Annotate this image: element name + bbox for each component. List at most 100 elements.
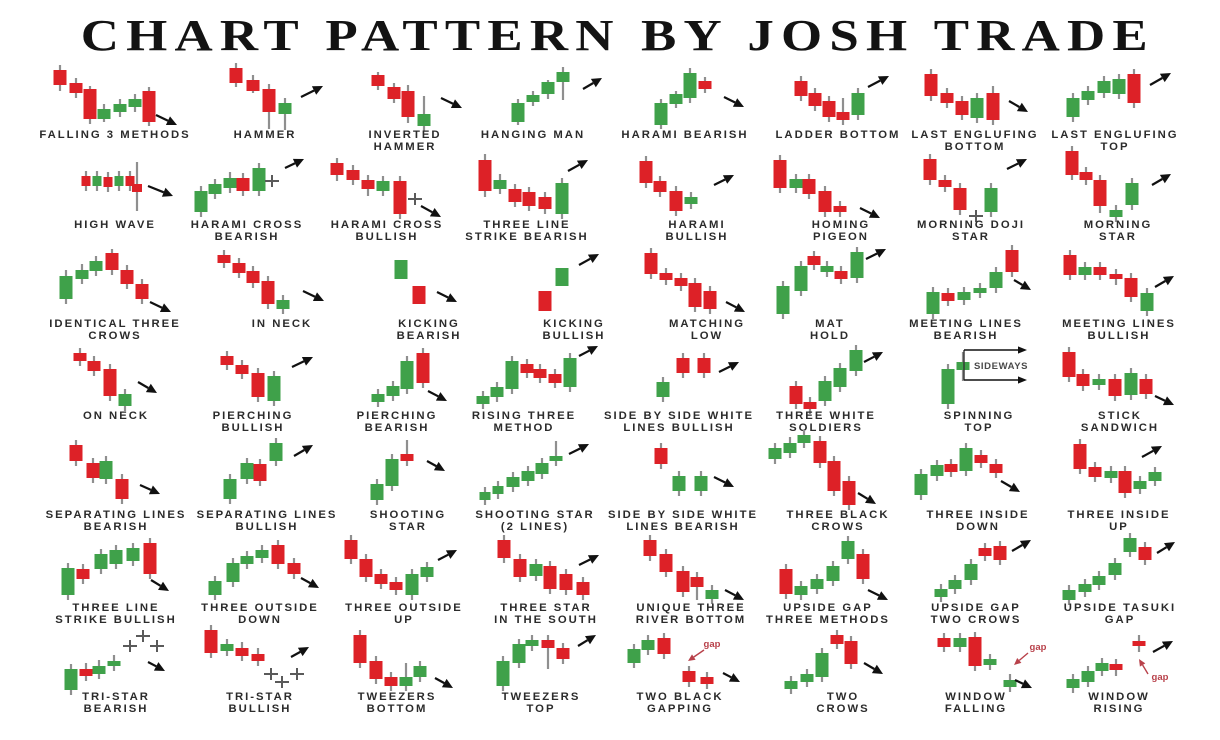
svg-text:UPSIDE GAP: UPSIDE GAP [783, 602, 873, 614]
svg-text:LAST ENGLUFING: LAST ENGLUFING [911, 129, 1038, 141]
svg-text:HAMMER: HAMMER [234, 129, 297, 141]
svg-text:BEARISH: BEARISH [84, 521, 149, 533]
svg-text:UPSIDE GAP: UPSIDE GAP [931, 602, 1021, 614]
svg-text:BOTTOM: BOTTOM [367, 703, 428, 715]
svg-text:TOP: TOP [964, 422, 993, 434]
svg-text:BULLISH: BULLISH [356, 231, 419, 243]
svg-text:LINES BULLISH: LINES BULLISH [623, 422, 734, 434]
svg-text:HARAMI CROSS: HARAMI CROSS [191, 219, 304, 231]
svg-text:LAST ENGLUFING: LAST ENGLUFING [1051, 129, 1178, 141]
svg-text:STICK: STICK [1098, 410, 1142, 422]
svg-text:HARAMI: HARAMI [668, 219, 725, 231]
svg-text:THREE LINE: THREE LINE [483, 219, 570, 231]
svg-text:BULLISH: BULLISH [229, 703, 292, 715]
svg-text:SEPARATING LINES: SEPARATING LINES [46, 509, 187, 521]
svg-text:HAMMER: HAMMER [374, 141, 437, 153]
svg-text:MORNING DOJI: MORNING DOJI [917, 219, 1025, 231]
svg-text:HIGH WAVE: HIGH WAVE [74, 219, 156, 231]
svg-text:SHOOTING STAR: SHOOTING STAR [475, 509, 594, 521]
svg-text:CHART PATTERN BY JOSH TRADE: CHART PATTERN BY JOSH TRADE [81, 11, 1155, 60]
svg-text:CROWS: CROWS [88, 330, 141, 342]
svg-text:SEPARATING LINES: SEPARATING LINES [197, 509, 338, 521]
svg-text:THREE OUTSIDE: THREE OUTSIDE [345, 602, 463, 614]
svg-text:DOWN: DOWN [238, 614, 282, 626]
svg-text:ON NECK: ON NECK [83, 410, 149, 422]
svg-text:STAR: STAR [952, 231, 990, 243]
svg-text:MORNING: MORNING [1084, 219, 1153, 231]
svg-text:BEARISH: BEARISH [365, 422, 430, 434]
svg-text:MEETING LINES: MEETING LINES [1062, 318, 1176, 330]
svg-text:BEARISH: BEARISH [397, 330, 462, 342]
svg-text:UNIQUE THREE: UNIQUE THREE [636, 602, 745, 614]
svg-text:gap: gap [1152, 672, 1169, 683]
svg-text:PIERCHING: PIERCHING [357, 410, 438, 422]
svg-text:TWEEZERS: TWEEZERS [502, 691, 581, 703]
svg-text:SIDE BY SIDE WHITE: SIDE BY SIDE WHITE [604, 410, 754, 422]
svg-text:HARAMI CROSS: HARAMI CROSS [331, 219, 444, 231]
svg-text:MATCHING: MATCHING [669, 318, 745, 330]
svg-text:BOTTOM: BOTTOM [945, 141, 1006, 153]
svg-text:MEETING LINES: MEETING LINES [909, 318, 1023, 330]
svg-text:BULLISH: BULLISH [543, 330, 606, 342]
svg-text:THREE INSIDE: THREE INSIDE [926, 509, 1029, 521]
svg-text:LINES BEARISH: LINES BEARISH [626, 521, 739, 533]
svg-text:MAT: MAT [815, 318, 845, 330]
svg-text:LADDER BOTTOM: LADDER BOTTOM [776, 129, 901, 141]
svg-text:gap: gap [1030, 642, 1047, 653]
svg-text:IN NECK: IN NECK [252, 318, 312, 330]
svg-text:WINDOW: WINDOW [1088, 691, 1150, 703]
svg-text:RISING THREE: RISING THREE [472, 410, 576, 422]
svg-text:BULLISH: BULLISH [666, 231, 729, 243]
svg-text:TRI-STAR: TRI-STAR [226, 691, 294, 703]
svg-text:GAPPING: GAPPING [647, 703, 713, 715]
svg-text:STRIKE BULLISH: STRIKE BULLISH [55, 614, 177, 626]
svg-text:KICKING: KICKING [543, 318, 605, 330]
svg-text:PIERCHING: PIERCHING [213, 410, 294, 422]
svg-text:TWO BLACK: TWO BLACK [636, 691, 723, 703]
svg-text:THREE INSIDE: THREE INSIDE [1067, 509, 1170, 521]
svg-text:THREE BLACK: THREE BLACK [787, 509, 890, 521]
svg-text:BEARISH: BEARISH [215, 231, 280, 243]
svg-text:HOMING: HOMING [812, 219, 870, 231]
svg-text:CROWS: CROWS [816, 703, 869, 715]
svg-text:TOP: TOP [526, 703, 555, 715]
svg-text:FALLING: FALLING [945, 703, 1007, 715]
svg-text:BULLISH: BULLISH [236, 521, 299, 533]
svg-text:INVERTED: INVERTED [368, 129, 441, 141]
svg-text:STAR: STAR [389, 521, 427, 533]
svg-text:THREE WHITE: THREE WHITE [776, 410, 876, 422]
svg-text:KICKING: KICKING [398, 318, 460, 330]
svg-text:GAP: GAP [1105, 614, 1135, 626]
svg-text:THREE METHODS: THREE METHODS [766, 614, 890, 626]
svg-text:HANGING MAN: HANGING MAN [481, 129, 585, 141]
svg-text:(2 LINES): (2 LINES) [501, 521, 569, 533]
svg-text:WINDOW: WINDOW [945, 691, 1007, 703]
svg-text:SHOOTING: SHOOTING [370, 509, 446, 521]
svg-text:TRI-STAR: TRI-STAR [82, 691, 150, 703]
svg-text:TWEEZERS: TWEEZERS [358, 691, 437, 703]
svg-text:FALLING 3 METHODS: FALLING 3 METHODS [39, 129, 190, 141]
svg-text:SOLDIERS: SOLDIERS [789, 422, 863, 434]
svg-text:BULLISH: BULLISH [222, 422, 285, 434]
svg-text:gap: gap [704, 639, 721, 650]
svg-text:CROWS: CROWS [811, 521, 864, 533]
svg-text:TWO CROWS: TWO CROWS [931, 614, 1022, 626]
svg-text:SANDWICH: SANDWICH [1081, 422, 1159, 434]
svg-text:PIGEON: PIGEON [813, 231, 869, 243]
svg-text:RISING: RISING [1094, 703, 1145, 715]
svg-text:UP: UP [1109, 521, 1129, 533]
svg-text:TWO: TWO [827, 691, 859, 703]
svg-text:RIVER BOTTOM: RIVER BOTTOM [636, 614, 746, 626]
svg-text:THREE LINE: THREE LINE [72, 602, 159, 614]
svg-text:BEARISH: BEARISH [84, 703, 149, 715]
svg-text:IN THE SOUTH: IN THE SOUTH [494, 614, 598, 626]
svg-text:SIDEWAYS: SIDEWAYS [974, 361, 1028, 372]
svg-text:IDENTICAL THREE: IDENTICAL THREE [49, 318, 180, 330]
svg-text:DOWN: DOWN [956, 521, 1000, 533]
svg-text:BEARISH: BEARISH [934, 330, 999, 342]
svg-text:LOW: LOW [691, 330, 723, 342]
svg-text:UPSIDE TASUKI: UPSIDE TASUKI [1064, 602, 1176, 614]
svg-text:TOP: TOP [1100, 141, 1129, 153]
svg-text:SIDE BY SIDE WHITE: SIDE BY SIDE WHITE [608, 509, 758, 521]
svg-text:HARAMI BEARISH: HARAMI BEARISH [621, 129, 748, 141]
